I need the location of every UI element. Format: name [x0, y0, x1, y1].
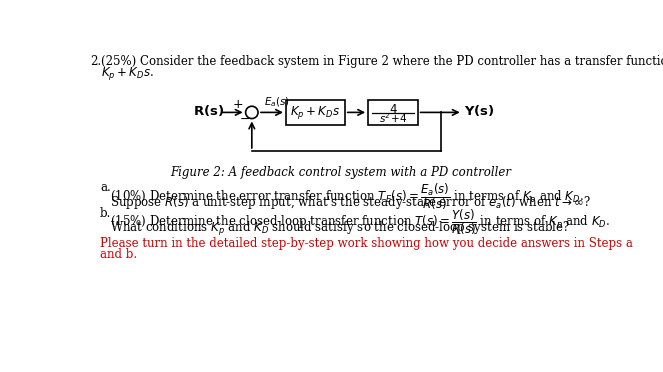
Text: (10%) Determine the error transfer function $T_E(s) = \dfrac{E_a(s)}{R(s)}$ in t: (10%) Determine the error transfer funct… — [110, 181, 584, 212]
Text: a.: a. — [100, 181, 111, 194]
Text: $s^2\!+\!4$: $s^2\!+\!4$ — [379, 112, 407, 125]
Text: b.: b. — [100, 207, 111, 220]
Text: $\mathbf{Y(s)}$: $\mathbf{Y(s)}$ — [464, 103, 495, 118]
Text: $K_p + K_D s$: $K_p + K_D s$ — [290, 104, 340, 121]
Text: −: − — [239, 113, 250, 126]
Text: 2.: 2. — [91, 55, 101, 68]
Text: +: + — [233, 98, 243, 111]
Text: $K_p + K_D s$.: $K_p + K_D s$. — [101, 65, 154, 82]
Text: (25%) Consider the feedback system in Figure 2 where the PD controller has a tra: (25%) Consider the feedback system in Fi… — [101, 55, 663, 68]
Text: Suppose $R(s)$ a unit-step input, what's the steady-state error of $e_a(t)$ when: Suppose $R(s)$ a unit-step input, what's… — [110, 194, 591, 211]
Text: Please turn in the detailed step-by-step work showing how you decide answers in : Please turn in the detailed step-by-step… — [100, 237, 633, 250]
Text: What conditions $K_p$ and $K_D$ should satisfy so the closed-loop system is stab: What conditions $K_p$ and $K_D$ should s… — [110, 220, 570, 238]
Text: (15%) Determine the closed-loop transfer function $T(s) = \dfrac{Y(s)}{R(s)}$ in: (15%) Determine the closed-loop transfer… — [110, 207, 610, 237]
Text: $E_a(s)$: $E_a(s)$ — [265, 96, 290, 109]
FancyBboxPatch shape — [368, 100, 418, 125]
Text: $\mathbf{R(s)}$: $\mathbf{R(s)}$ — [193, 103, 224, 118]
FancyBboxPatch shape — [286, 100, 345, 125]
Text: and b.: and b. — [100, 248, 137, 261]
Text: 4: 4 — [389, 103, 396, 116]
Text: Figure 2: A feedback control system with a PD controller: Figure 2: A feedback control system with… — [170, 166, 511, 179]
